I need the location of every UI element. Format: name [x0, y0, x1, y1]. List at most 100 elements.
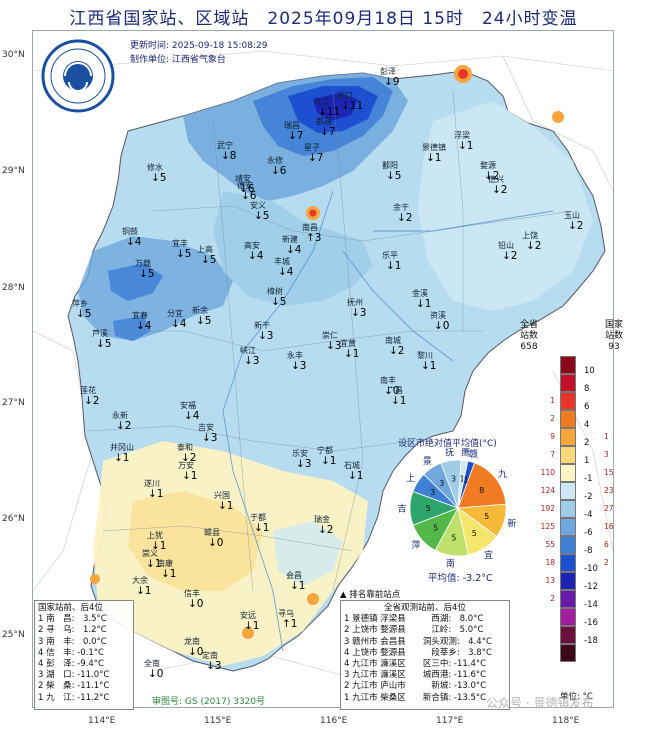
legend-all-count: 125 [540, 522, 555, 531]
pie-title: 设区市绝对值平均值(°C) [398, 439, 497, 449]
legend-national-count: 6 [604, 540, 609, 549]
station-name: 樟树 [267, 287, 283, 296]
legend-all-count: 124 [540, 486, 555, 495]
station-value: ↓2 [526, 240, 542, 252]
pie-slice-city: 南 [446, 557, 455, 569]
station-name: 寻乌 [278, 609, 294, 618]
legend-national-count: 2 [604, 558, 609, 567]
station-value: ↓8 [221, 150, 237, 162]
pie-slice-value: 3 [439, 479, 444, 488]
legend-label: -1 [584, 474, 593, 484]
station-name: 余干 [393, 203, 409, 212]
station-value: ↓1 [391, 395, 407, 407]
station-value: ↓6 [241, 190, 257, 202]
station-value: ↓5 [76, 308, 92, 320]
legend-label: -4 [584, 510, 593, 520]
station-value: ↓5 [201, 254, 217, 266]
station-name: 永丰 [287, 351, 303, 360]
station-name: 兴国 [214, 491, 230, 500]
lat-label: 25°N [2, 630, 25, 640]
pie-slice-city: 九 [498, 469, 507, 480]
all-row: 4 上饶市 婺源县 段莘乡: 3.8°C [344, 647, 492, 658]
jiangxi-map [33, 31, 613, 707]
station-value: ↓1 [426, 152, 442, 164]
station-value: ↓0 [434, 320, 450, 332]
station-value: ↓1 [146, 558, 162, 570]
legend-all-count: 13 [545, 576, 555, 585]
legend-label: -18 [584, 636, 598, 646]
station-name: 瑞金 [314, 515, 330, 524]
station-value: ↓7 [320, 126, 336, 138]
station-value: ↓5 [254, 210, 270, 222]
legend-swatch [560, 626, 576, 644]
legend-unit: 单位: °C [560, 692, 593, 702]
pie-slice-city: 赣 [469, 448, 478, 460]
all-ranking-box: 全省观测站前、后4位 1 景德镇 浮梁县 西湖: 8.0°C 2 上饶市 婺源县… [340, 600, 510, 710]
station-name: 赣县 [204, 528, 220, 537]
cma-logo [41, 39, 115, 113]
legend-swatch [560, 482, 576, 500]
legend-swatch [560, 536, 576, 554]
pie-slice-value: 3 [430, 488, 435, 497]
station-name: 德兴 [488, 175, 504, 184]
legend-swatch [560, 446, 576, 464]
station-value: ↓2 [397, 212, 413, 224]
station-name: 大余 [132, 576, 148, 585]
national-row: 4 彭 泽: -9.4°C [38, 659, 104, 670]
legend-label: -14 [584, 600, 598, 610]
station-value: ↓9 [384, 76, 400, 88]
legend-national-count: 1 [604, 432, 609, 441]
update-time: 更新时间: 2025-09-18 15:08:29 [130, 41, 268, 51]
station-value: ↓1 [136, 585, 152, 597]
station-value: ↓1 [458, 140, 474, 152]
station-name: 于都 [250, 513, 266, 522]
legend-label: 1 [584, 456, 590, 466]
pie-slice-city: 景 [423, 456, 432, 467]
pie-slice-value: 1 [459, 475, 464, 484]
legend-swatch [560, 464, 576, 482]
lon-label: 114°E [88, 716, 116, 726]
legend-all-count: 7 [550, 450, 555, 459]
station-name: 乐安 [292, 449, 308, 458]
all-row: 3 九江市 濂溪区 城西港: -11.6°C [344, 670, 487, 681]
station-value: ↓0 [208, 537, 224, 549]
legend-label: -2 [584, 492, 593, 502]
station-name: 广昌 [387, 386, 403, 395]
legend-national-count: 3 [604, 450, 609, 459]
station-name: 南城 [385, 336, 401, 345]
legend-label: -12 [584, 582, 598, 592]
station-name: 崇仁 [322, 331, 338, 340]
legend-all-count: 9 [550, 432, 555, 441]
station-name: 莲花 [80, 386, 96, 395]
pie-slice-value: 5 [472, 529, 477, 538]
station-name: 上高 [197, 245, 213, 254]
national-row: 3 南 丰: 0.0°C [38, 636, 107, 647]
station-name: 都昌 [316, 117, 332, 126]
all-row: 4 九江市 濂溪区 区三中: -11.4°C [344, 659, 487, 670]
lon-label: 117°E [436, 716, 464, 726]
station-value: ↓2 [84, 395, 100, 407]
station-name: 龙南 [184, 637, 200, 646]
legend-swatch [560, 518, 576, 536]
station-name: 宁都 [317, 446, 333, 455]
station-name: 南昌 [302, 223, 318, 232]
station-value: ↓2 [318, 524, 334, 536]
station-value: ↓1 [182, 470, 198, 482]
pie-slice-value: 5 [451, 533, 456, 542]
legend-all-count: 192 [540, 504, 555, 513]
legend-swatch [560, 608, 576, 626]
pie-slice-city: 萍 [411, 540, 420, 551]
station-value: ↓2 [181, 452, 197, 464]
station-value: ↓0 [188, 646, 204, 658]
station-value: ↓1 [161, 568, 177, 580]
station-value: ↓6 [239, 183, 255, 195]
station-value: ↓2 [484, 170, 500, 182]
lon-label: 116°E [320, 716, 348, 726]
station-name: 彭泽 [380, 67, 396, 76]
station-value: ↓5 [271, 296, 287, 308]
lat-label: 26°N [2, 514, 25, 524]
station-value: ↓3 [326, 340, 342, 352]
legend-all-count: 55 [545, 540, 555, 549]
national-row: 4 信 丰: -0.1°C [38, 647, 104, 658]
station-name: 新建 [282, 235, 298, 244]
